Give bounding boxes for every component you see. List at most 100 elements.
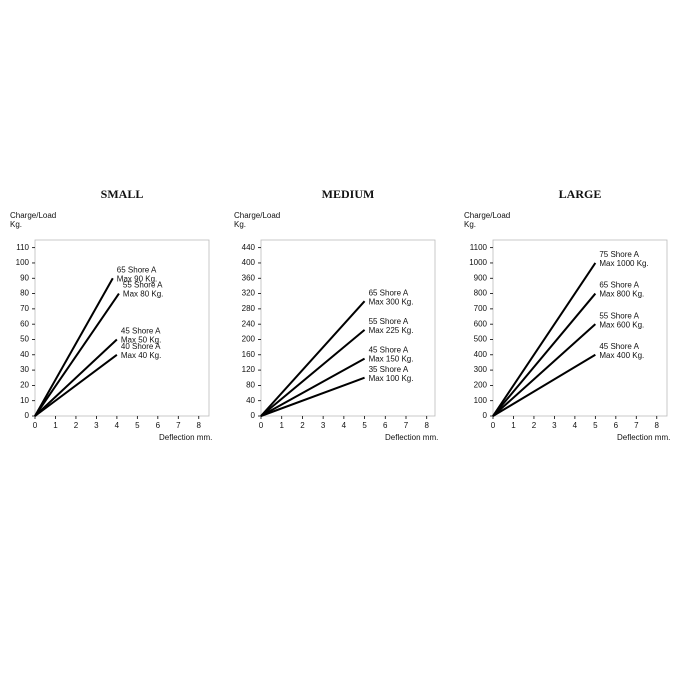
x-tick-label: 5 — [593, 421, 598, 430]
x-tick-label: 5 — [135, 421, 140, 430]
y-tick-label: 200 — [474, 381, 488, 390]
series-line — [260, 376, 365, 417]
x-tick-label: 3 — [94, 421, 99, 430]
y-axis-label: Charge/Load — [464, 211, 510, 220]
y-tick-label: 400 — [474, 350, 488, 359]
y-tick-label: 110 — [16, 243, 29, 252]
series-name: 35 Shore A — [369, 365, 409, 374]
y-axis-label: Charge/Load — [10, 211, 56, 220]
series-max-label: Max 50 Kg. — [121, 336, 161, 345]
y-tick-label: 40 — [20, 350, 29, 359]
series-max-label: Max 1000 Kg. — [599, 259, 648, 268]
series-line — [492, 262, 597, 417]
y-tick-label: 80 — [20, 289, 29, 298]
y-tick-label: 0 — [483, 411, 488, 420]
y-tick-label: 50 — [20, 335, 29, 344]
plot-frame — [492, 239, 668, 417]
series-name: 75 Shore A — [599, 250, 639, 259]
x-tick-label: 2 — [532, 421, 537, 430]
x-tick-label: 1 — [279, 421, 284, 430]
x-tick-label: 1 — [53, 421, 58, 430]
x-tick-label: 1 — [511, 421, 516, 430]
x-tick-label: 4 — [115, 421, 120, 430]
y-tick-label: 700 — [474, 304, 488, 313]
x-tick-label: 6 — [383, 421, 388, 430]
series-name: 65 Shore A — [369, 288, 409, 297]
y-axis-unit: Kg. — [464, 220, 476, 229]
y-axis-label: Charge/Load — [234, 211, 280, 220]
y-tick-label: 400 — [242, 258, 256, 267]
y-tick-label: 240 — [242, 319, 256, 328]
y-tick-label: 900 — [474, 273, 488, 282]
series-line — [260, 300, 366, 417]
series-line — [34, 277, 114, 417]
y-tick-label: 100 — [474, 396, 488, 405]
x-tick-label: 8 — [655, 421, 660, 430]
series-name: 45 Shore A — [121, 327, 161, 336]
series-max-label: Max 150 Kg. — [369, 355, 414, 364]
chart-title: MEDIUM — [322, 187, 375, 201]
x-axis-label: Deflection mm. — [617, 433, 670, 442]
y-tick-label: 1000 — [469, 258, 487, 267]
y-tick-label: 320 — [242, 289, 256, 298]
series-line — [260, 357, 366, 417]
y-tick-label: 360 — [242, 273, 256, 282]
chart-title: SMALL — [101, 187, 144, 201]
plot-frame — [260, 239, 436, 417]
x-tick-label: 6 — [156, 421, 161, 430]
y-tick-label: 90 — [20, 273, 29, 282]
series-max-label: Max 300 Kg. — [369, 297, 414, 306]
y-tick-label: 70 — [20, 304, 29, 313]
x-tick-label: 0 — [259, 421, 264, 430]
series-name: 55 Shore A — [369, 317, 409, 326]
series-name: 40 Shore A — [121, 342, 161, 351]
series-line — [34, 353, 118, 417]
series-line — [492, 323, 597, 417]
series-max-label: Max 90 Kg. — [117, 274, 157, 283]
x-tick-label: 7 — [634, 421, 639, 430]
y-tick-label: 80 — [246, 381, 255, 390]
x-tick-label: 6 — [614, 421, 619, 430]
x-tick-label: 2 — [74, 421, 79, 430]
chart-title: LARGE — [559, 187, 602, 201]
y-tick-label: 800 — [474, 289, 488, 298]
y-tick-label: 500 — [474, 335, 488, 344]
series-line — [34, 338, 118, 417]
y-tick-label: 120 — [242, 365, 256, 374]
y-axis-unit: Kg. — [10, 220, 22, 229]
y-tick-label: 300 — [474, 365, 488, 374]
y-tick-label: 30 — [20, 365, 29, 374]
x-tick-label: 4 — [342, 421, 347, 430]
series-max-label: Max 400 Kg. — [599, 351, 644, 360]
y-tick-label: 20 — [20, 381, 29, 390]
x-axis-label: Deflection mm. — [159, 433, 212, 442]
series-max-label: Max 40 Kg. — [121, 351, 161, 360]
y-tick-label: 1100 — [470, 243, 488, 252]
series-name: 65 Shore A — [117, 265, 157, 274]
series-max-label: Max 600 Kg. — [599, 320, 644, 329]
y-tick-label: 160 — [242, 350, 256, 359]
x-tick-label: 8 — [197, 421, 202, 430]
x-tick-label: 4 — [573, 421, 578, 430]
y-tick-label: 40 — [246, 396, 255, 405]
x-tick-label: 7 — [404, 421, 409, 430]
y-tick-label: 200 — [242, 335, 256, 344]
series-max-label: Max 100 Kg. — [369, 374, 414, 383]
series-line — [260, 329, 366, 417]
series-name: 55 Shore A — [599, 311, 639, 320]
y-tick-label: 0 — [25, 411, 30, 420]
plot-frame — [34, 239, 210, 417]
series-name: 55 Shore A — [123, 281, 163, 290]
series-max-label: Max 800 Kg. — [599, 290, 644, 299]
x-tick-label: 3 — [552, 421, 557, 430]
series-max-label: Max 80 Kg. — [123, 290, 163, 299]
series-line — [492, 353, 596, 417]
series-line — [34, 292, 120, 417]
y-tick-label: 280 — [242, 304, 256, 313]
series-name: 45 Shore A — [599, 342, 639, 351]
series-line — [492, 292, 597, 417]
y-tick-label: 100 — [16, 258, 30, 267]
x-tick-label: 3 — [321, 421, 326, 430]
y-axis-unit: Kg. — [234, 220, 246, 229]
